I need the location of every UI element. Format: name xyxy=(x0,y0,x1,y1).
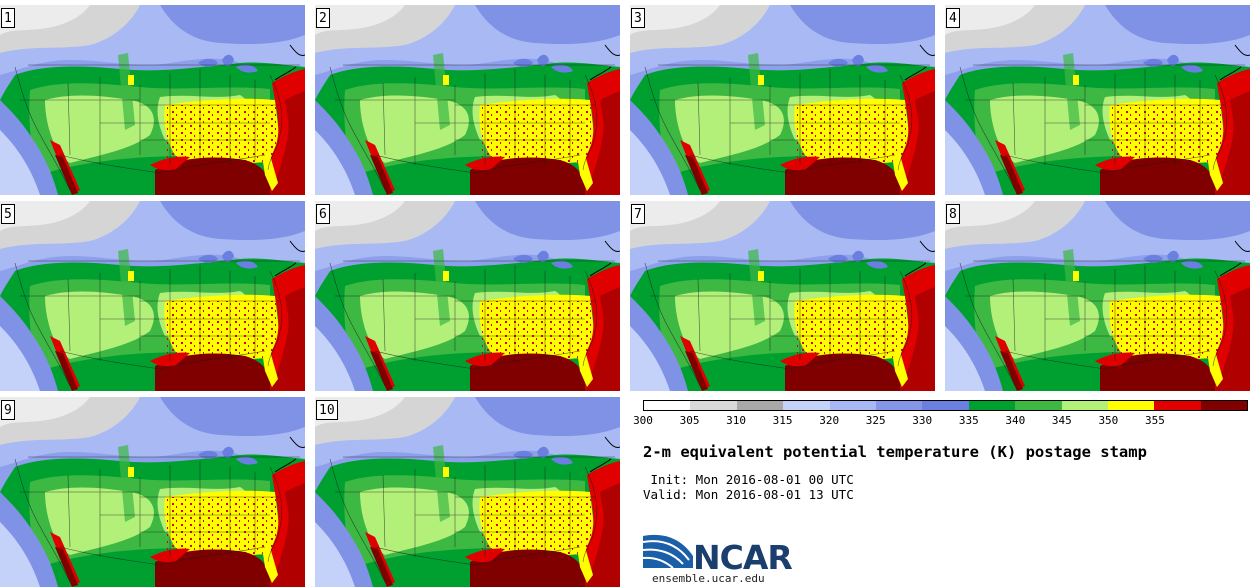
member-number-label: 1 xyxy=(1,8,15,28)
map-image xyxy=(0,201,305,391)
ncar-logo-text: NCAR xyxy=(693,538,793,577)
map-image xyxy=(945,201,1250,391)
colorbar-swatch xyxy=(736,401,784,410)
ensemble-member-map-8: 8 xyxy=(945,201,1250,391)
colorbar-tick-label: 345 xyxy=(1051,414,1072,427)
member-number-label: 10 xyxy=(316,400,338,420)
map-image xyxy=(0,397,305,587)
map-image xyxy=(315,201,620,391)
colorbar-tick-label: 330 xyxy=(912,414,933,427)
ensemble-member-map-6: 6 xyxy=(315,201,620,391)
colorbar-tick-label: 340 xyxy=(1005,414,1026,427)
colorbar-tick-label: 315 xyxy=(772,414,793,427)
colorbar-swatch xyxy=(922,401,969,410)
colorbar xyxy=(643,400,1248,411)
colorbar-tick-label: 310 xyxy=(726,414,746,427)
init-time: Init: Mon 2016-08-01 00 UTC xyxy=(643,472,854,487)
map-image xyxy=(630,5,935,195)
colorbar-swatch xyxy=(1200,401,1248,410)
colorbar-tick-labels: 300 305 310 315 320 325 330 335 340 345 350 355 xyxy=(633,414,1248,430)
map-image xyxy=(0,5,305,195)
member-number-label: 6 xyxy=(316,204,330,224)
colorbar-swatch xyxy=(1015,401,1062,410)
ensemble-member-map-7: 7 xyxy=(630,201,935,391)
ncar-logo-icon xyxy=(643,534,693,569)
map-image xyxy=(315,397,620,587)
colorbar-swatch xyxy=(783,401,830,410)
colorbar-swatch xyxy=(690,401,737,410)
member-number-label: 3 xyxy=(631,8,645,28)
colorbar-tick-label: 300 xyxy=(633,414,653,427)
colorbar-tick-label: 320 xyxy=(819,414,840,427)
colorbar-swatch xyxy=(1107,401,1155,410)
colorbar-swatch xyxy=(1154,401,1201,410)
map-image xyxy=(945,5,1250,195)
ensemble-member-map-4: 4 xyxy=(945,5,1250,195)
colorbar-swatch xyxy=(829,401,876,410)
member-number-label: 8 xyxy=(946,204,960,224)
colorbar-swatch xyxy=(1061,401,1108,410)
member-number-label: 9 xyxy=(1,400,15,420)
ensemble-member-map-2: 2 xyxy=(315,5,620,195)
colorbar-tick-label: 350 xyxy=(1098,414,1119,427)
colorbar-swatch xyxy=(644,401,691,410)
map-image xyxy=(315,5,620,195)
ensemble-member-map-3: 3 xyxy=(630,5,935,195)
logo-url[interactable]: ensemble.ucar.edu xyxy=(652,572,765,585)
colorbar-swatch xyxy=(968,401,1016,410)
map-image xyxy=(630,201,935,391)
colorbar-tick-label: 305 xyxy=(679,414,700,427)
colorbar-tick-label: 335 xyxy=(958,414,979,427)
member-number-label: 4 xyxy=(946,8,960,28)
colorbar-tick-label: 355 xyxy=(1144,414,1165,427)
colorbar-swatch xyxy=(875,401,923,410)
member-number-label: 5 xyxy=(1,204,15,224)
colorbar-tick-label: 325 xyxy=(865,414,886,427)
member-number-label: 7 xyxy=(631,204,645,224)
ensemble-member-map-10: 10 xyxy=(315,397,620,587)
valid-time: Valid: Mon 2016-08-01 13 UTC xyxy=(643,487,854,502)
member-number-label: 2 xyxy=(316,8,330,28)
ensemble-member-map-1: 1 xyxy=(0,5,305,195)
chart-title: 2-m equivalent potential temperature (K)… xyxy=(643,443,1147,461)
ensemble-member-map-9: 9 xyxy=(0,397,305,587)
ensemble-member-map-5: 5 xyxy=(0,201,305,391)
